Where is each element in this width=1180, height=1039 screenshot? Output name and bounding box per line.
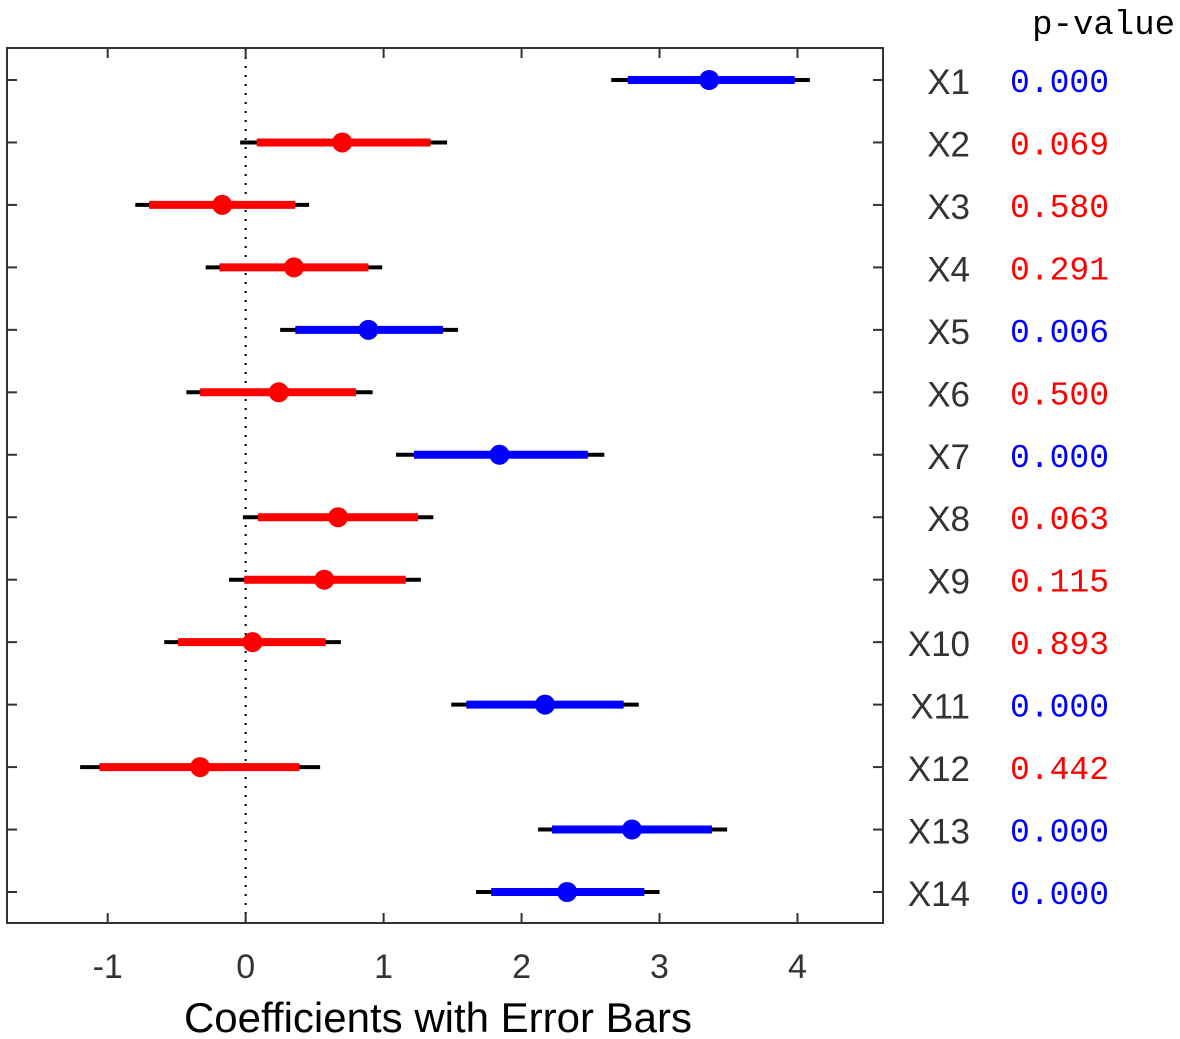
variable-label: X8 [927,500,970,539]
variable-label: X4 [927,250,970,289]
variable-label: X13 [908,813,970,852]
coefficient-point [314,569,335,590]
coefficient-point [557,882,578,902]
p-value-label: 0.442 [1010,752,1109,789]
coefficient-point [621,819,642,840]
p-value-label: 0.000 [1010,877,1109,914]
variable-label: X10 [908,625,970,664]
x-tick-label: 1 [374,948,393,986]
coefficient-point [268,382,289,403]
coefficient-point [535,694,556,715]
x-tick-label: 4 [788,948,807,986]
variable-label: X12 [908,750,970,789]
p-value-label: 0.893 [1010,627,1109,664]
coefficient-point [489,444,510,465]
coefficient-point [212,194,233,215]
coefficient-point [358,319,379,340]
variable-label: X3 [927,188,970,227]
coefficient-point [699,70,720,90]
p-value-label: 0.291 [1010,252,1109,289]
p-value-label: 0.000 [1010,815,1109,852]
coefficient-point [332,132,353,153]
p-value-label: 0.580 [1010,190,1109,227]
variable-label: X1 [927,63,970,102]
p-value-label: 0.006 [1010,315,1109,352]
p-value-label: 0.069 [1010,127,1109,164]
variable-label: X6 [927,375,970,414]
variable-label: X7 [927,438,970,477]
p-value-label: 0.500 [1010,377,1109,414]
p-value-label: 0.063 [1010,502,1109,539]
p-value-label: 0.000 [1010,440,1109,477]
x-tick-label: -1 [93,948,123,986]
coefficient-point [190,757,211,778]
variable-label: X5 [927,313,970,352]
x-tick-label: 3 [650,948,669,986]
p-value-label: 0.115 [1010,565,1109,602]
variable-label: X2 [927,125,970,164]
x-tick-label: 2 [512,948,531,986]
coefficient-point [328,507,349,528]
p-value-label: 0.000 [1010,690,1109,727]
plot-frame [6,47,884,924]
x-tick-label: 0 [236,948,255,986]
variable-label: X11 [910,688,970,727]
pvalue-header: p-value [1032,7,1175,45]
p-value-label: 0.000 [1010,65,1109,102]
variable-label: X9 [927,563,970,602]
coefficient-point [283,257,304,278]
x-axis-label: Coefficients with Error Bars [184,994,692,1039]
coefficient-point [242,632,263,653]
variable-label: X14 [908,875,970,914]
